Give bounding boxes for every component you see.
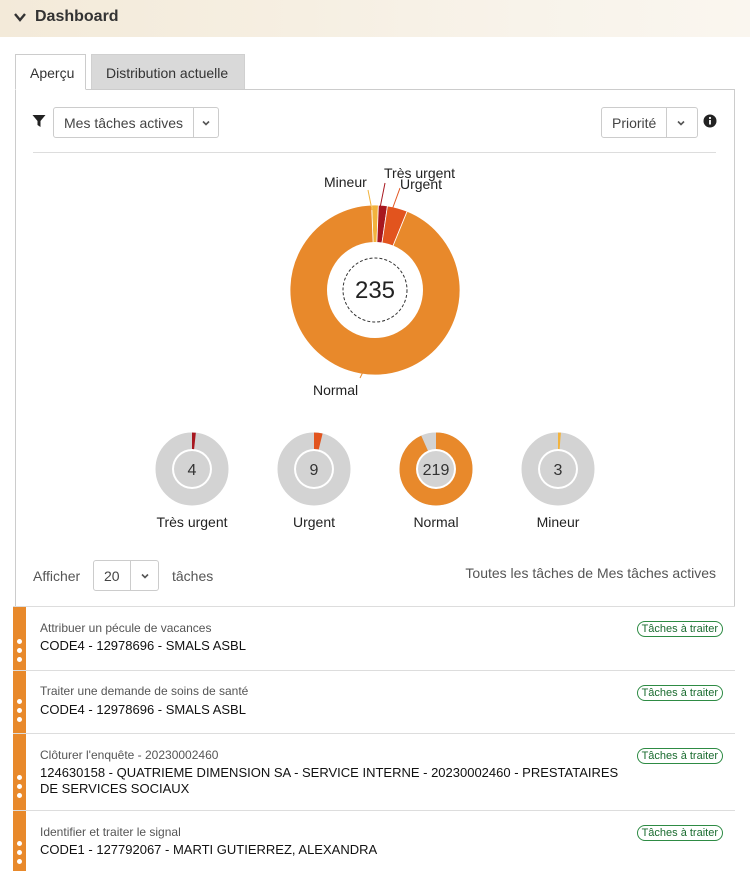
- dashboard-header[interactable]: Dashboard: [0, 0, 750, 37]
- divider: [33, 152, 716, 153]
- mini-chart-tres-urgent[interactable]: 4: [155, 432, 229, 506]
- mini-value: 9: [310, 462, 319, 479]
- donut-label-tres-urgent: Très urgent: [384, 165, 456, 181]
- mini-arc: [277, 432, 351, 506]
- task-title: Clôturer l'enquête - 20230002460: [40, 748, 219, 762]
- donut-label-mineur: Mineur: [324, 174, 367, 190]
- more-options-icon[interactable]: [17, 699, 23, 726]
- mini-arc: [155, 432, 229, 506]
- task-row[interactable]: Identifier et traiter le signal CODE1 - …: [13, 810, 735, 871]
- mini-value: 3: [554, 462, 563, 479]
- mini-donut: 4: [155, 432, 229, 506]
- mini-donut: 9: [277, 432, 351, 506]
- priority-bar: [13, 734, 26, 811]
- task-filter-dropdown[interactable]: Mes tâches actives: [53, 107, 219, 138]
- filter-icon: [32, 115, 46, 127]
- status-badge: Tâches à traiter: [636, 825, 723, 841]
- show-label: Afficher: [33, 568, 81, 584]
- chevron-down-icon[interactable]: [13, 10, 27, 24]
- mini-value: 4: [188, 462, 197, 479]
- task-row[interactable]: Clôturer l'enquête - 20230002460 1246301…: [13, 733, 735, 811]
- donut-label-urgent: Urgent: [400, 176, 443, 192]
- task-title: Identifier et traiter le signal: [40, 825, 181, 839]
- status-badge: Tâches à traiter: [636, 621, 723, 637]
- task-title: Attribuer un pécule de vacances: [40, 621, 212, 635]
- list-title: Toutes les tâches de Mes tâches actives: [465, 565, 716, 581]
- priority-bar: [13, 671, 26, 734]
- mini-chart-urgent[interactable]: 9: [277, 432, 351, 506]
- mini-chart-normal[interactable]: 219: [399, 432, 473, 506]
- mini-label-mineur: Mineur: [536, 514, 580, 530]
- mini-label-tres-urgent: Très urgent: [156, 514, 228, 530]
- priority-donut-chart: 235: [289, 204, 461, 376]
- chevron-down-icon[interactable]: [194, 108, 218, 137]
- more-options-icon[interactable]: [17, 841, 23, 868]
- mini-chart-mineur[interactable]: 3: [521, 432, 595, 506]
- tab-apercu[interactable]: Aperçu: [15, 54, 86, 90]
- more-options-icon[interactable]: [17, 775, 23, 802]
- mini-label-normal: Normal: [413, 514, 459, 530]
- tab-distribution-actuelle[interactable]: Distribution actuelle: [91, 54, 245, 90]
- task-row[interactable]: Attribuer un pécule de vacances CODE4 - …: [13, 606, 735, 670]
- status-badge: Tâches à traiter: [636, 685, 723, 701]
- mini-arc: [521, 432, 595, 506]
- status-badge: Tâches à traiter: [636, 748, 723, 764]
- tasks-unit-label: tâches: [172, 568, 214, 584]
- mini-arc: [399, 432, 473, 506]
- priority-bar: [13, 811, 26, 871]
- page-size-dropdown[interactable]: 20: [93, 560, 159, 591]
- mini-donut: 219: [399, 432, 473, 506]
- chevron-down-icon[interactable]: [667, 108, 695, 137]
- header-title: Dashboard: [35, 8, 119, 25]
- task-row[interactable]: Traiter une demande de soins de santé CO…: [13, 670, 735, 734]
- overview-panel: [15, 89, 735, 609]
- task-title: Traiter une demande de soins de santé: [40, 684, 249, 698]
- task-subtitle[interactable]: CODE1 - 127792067 - MARTI GUTIERREZ, ALE…: [40, 842, 378, 857]
- mini-value: 219: [423, 462, 450, 479]
- sort-dropdown[interactable]: Priorité: [601, 107, 698, 138]
- more-options-icon[interactable]: [17, 639, 23, 666]
- info-icon[interactable]: [703, 114, 717, 128]
- chevron-down-icon[interactable]: [131, 561, 158, 590]
- task-subtitle[interactable]: CODE4 - 12978696 - SMALS ASBL: [40, 638, 246, 653]
- sort-value: Priorité: [602, 108, 668, 137]
- donut-total: 235: [355, 277, 395, 304]
- page-size-value: 20: [94, 561, 132, 590]
- task-filter-value: Mes tâches actives: [54, 108, 195, 137]
- mini-label-urgent: Urgent: [292, 514, 336, 530]
- task-subtitle[interactable]: CODE4 - 12978696 - SMALS ASBL: [40, 702, 246, 717]
- priority-bar: [13, 607, 26, 670]
- donut-svg: 235: [289, 204, 461, 376]
- task-subtitle[interactable]: 124630158 - QUATRIEME DIMENSION SA - SER…: [40, 765, 619, 796]
- mini-donut: 3: [521, 432, 595, 506]
- donut-label-normal: Normal: [313, 382, 359, 398]
